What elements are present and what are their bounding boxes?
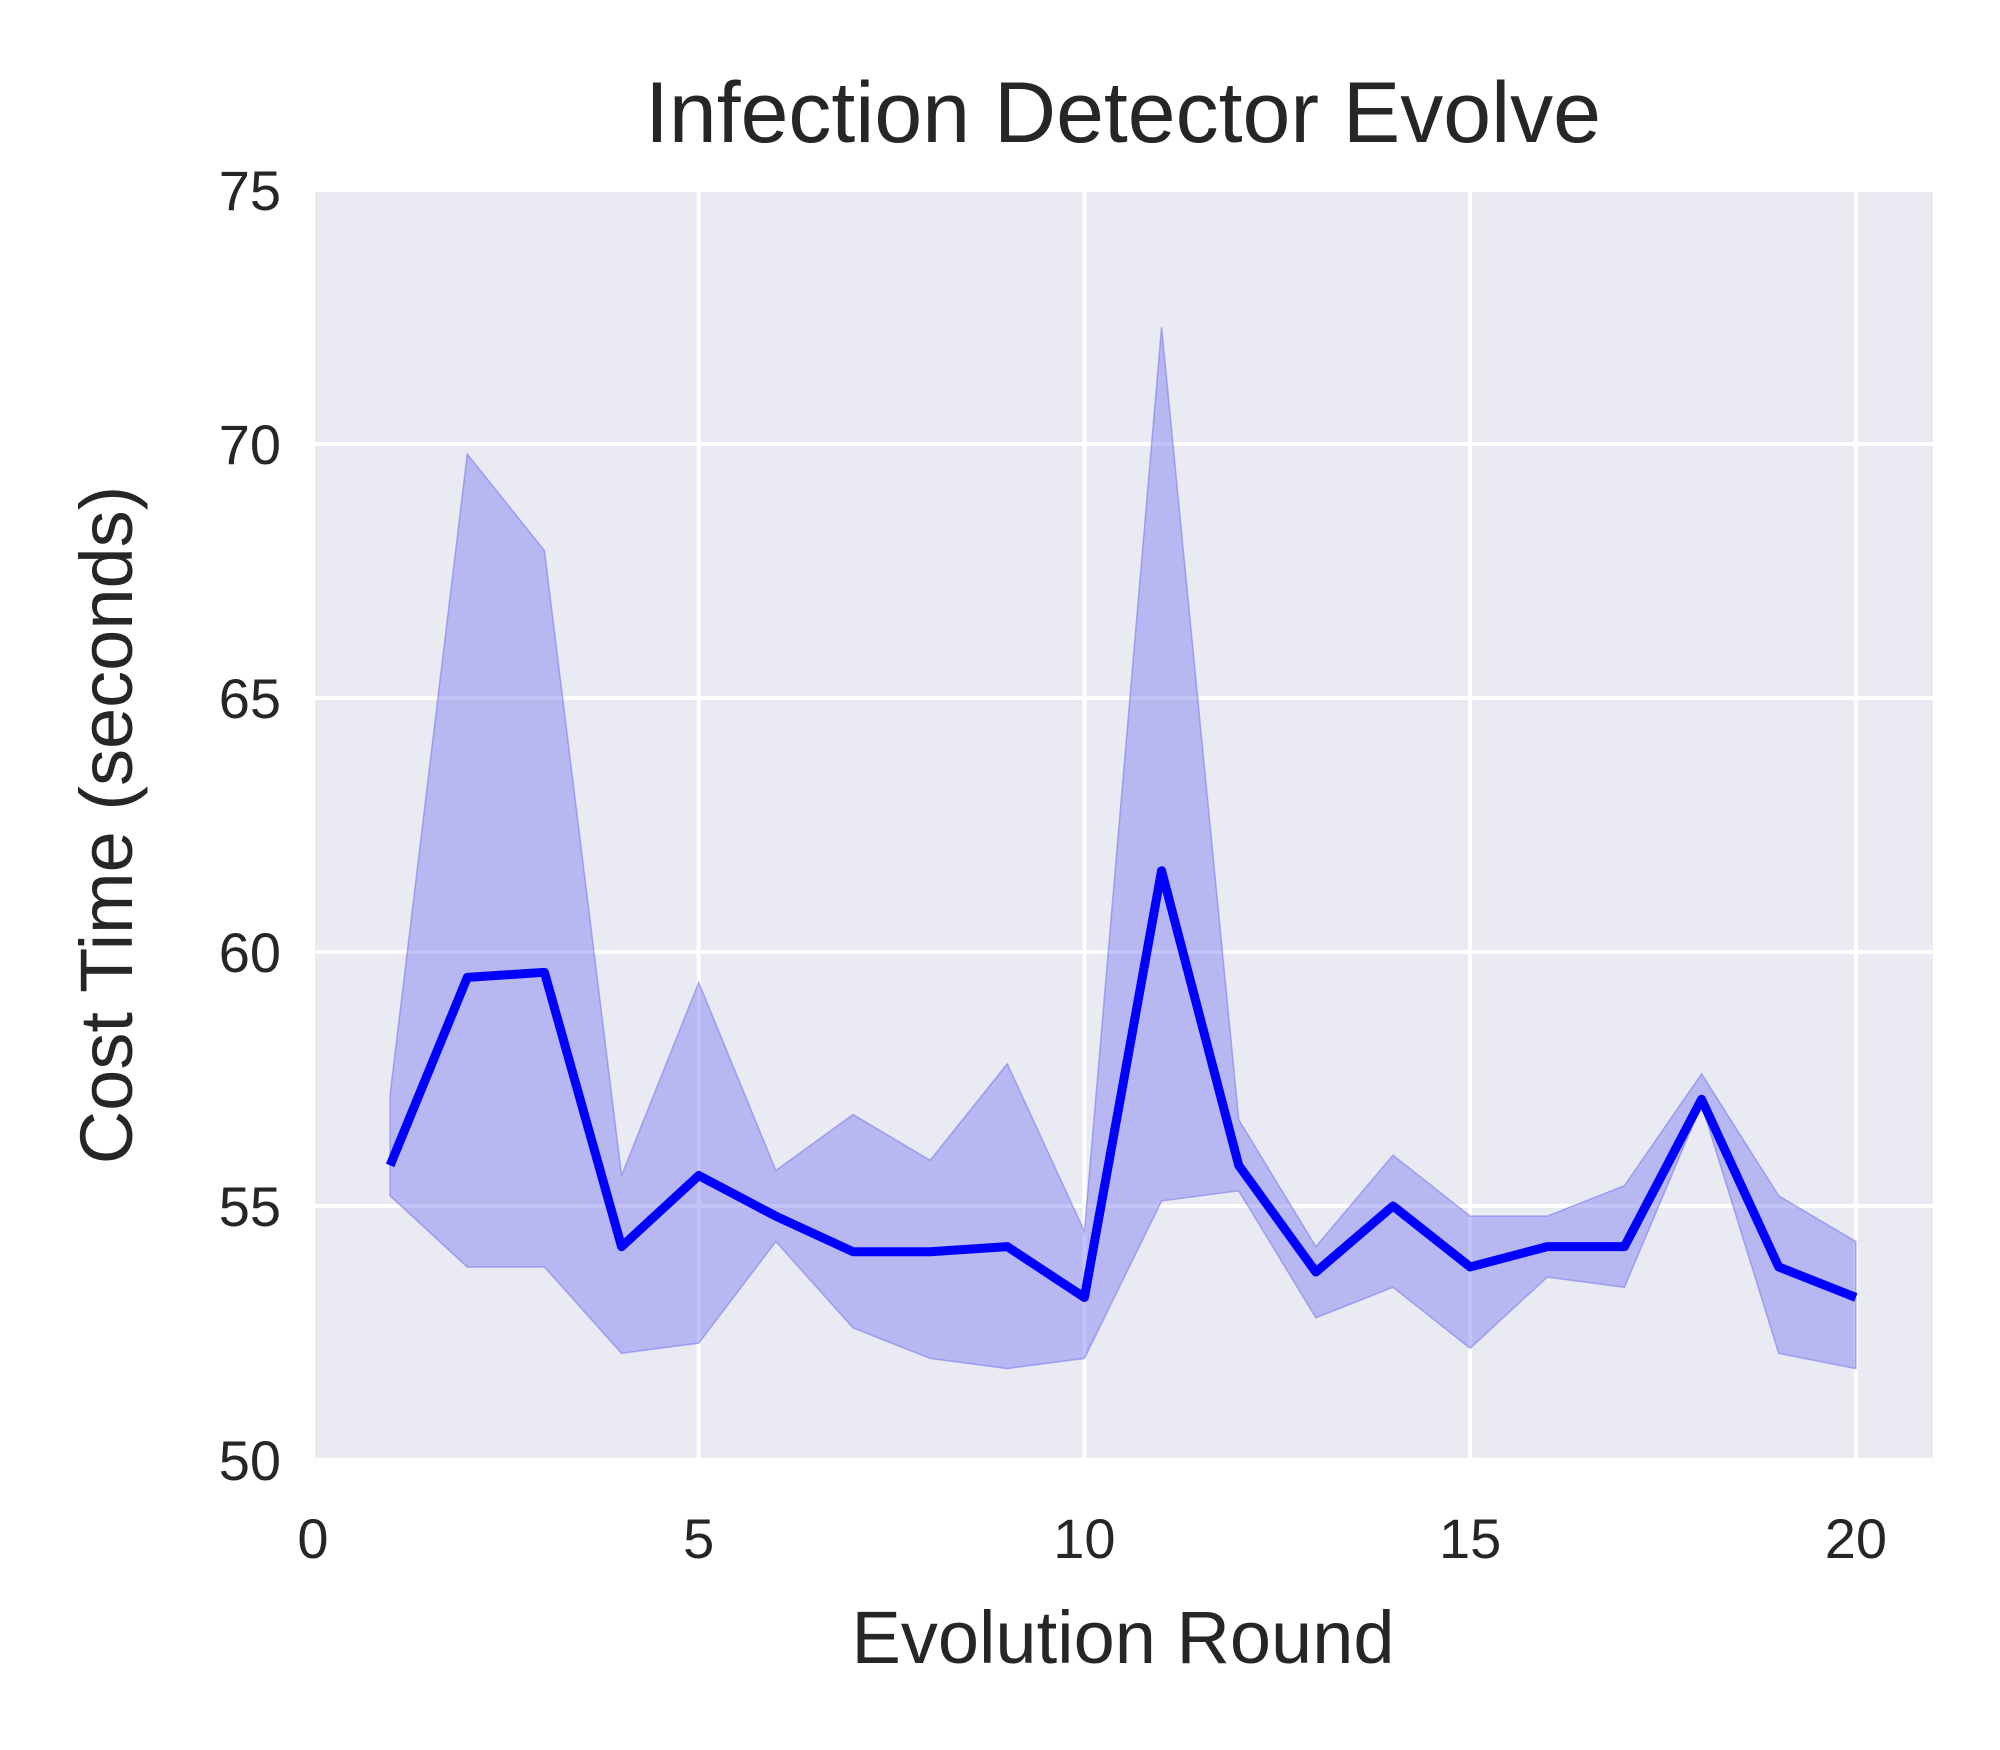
plot-area bbox=[313, 190, 1933, 1460]
y-tick-labels: 50 55 60 65 70 75 bbox=[219, 159, 281, 1492]
x-tick-labels: 0 5 10 15 20 bbox=[297, 1507, 1887, 1570]
y-tick-label: 70 bbox=[219, 413, 281, 476]
y-tick-label: 55 bbox=[219, 1175, 281, 1238]
x-tick-label: 10 bbox=[1053, 1507, 1115, 1570]
mean-line bbox=[385, 866, 1858, 1302]
x-tick-label: 0 bbox=[297, 1507, 328, 1570]
chart-title: Infection Detector Evolve bbox=[645, 65, 1601, 161]
x-tick-label: 15 bbox=[1439, 1507, 1501, 1570]
y-tick-label: 65 bbox=[219, 667, 281, 730]
grid-lines bbox=[311, 188, 1933, 1462]
x-tick-label: 5 bbox=[683, 1507, 714, 1570]
y-tick-label: 60 bbox=[219, 921, 281, 984]
x-axis-label: Evolution Round bbox=[851, 1596, 1394, 1679]
y-tick-label: 50 bbox=[219, 1429, 281, 1492]
y-axis-label: Cost Time (seconds) bbox=[65, 486, 148, 1165]
x-tick-label: 20 bbox=[1825, 1507, 1887, 1570]
confidence-band bbox=[389, 327, 1857, 1370]
y-tick-label: 75 bbox=[219, 159, 281, 222]
